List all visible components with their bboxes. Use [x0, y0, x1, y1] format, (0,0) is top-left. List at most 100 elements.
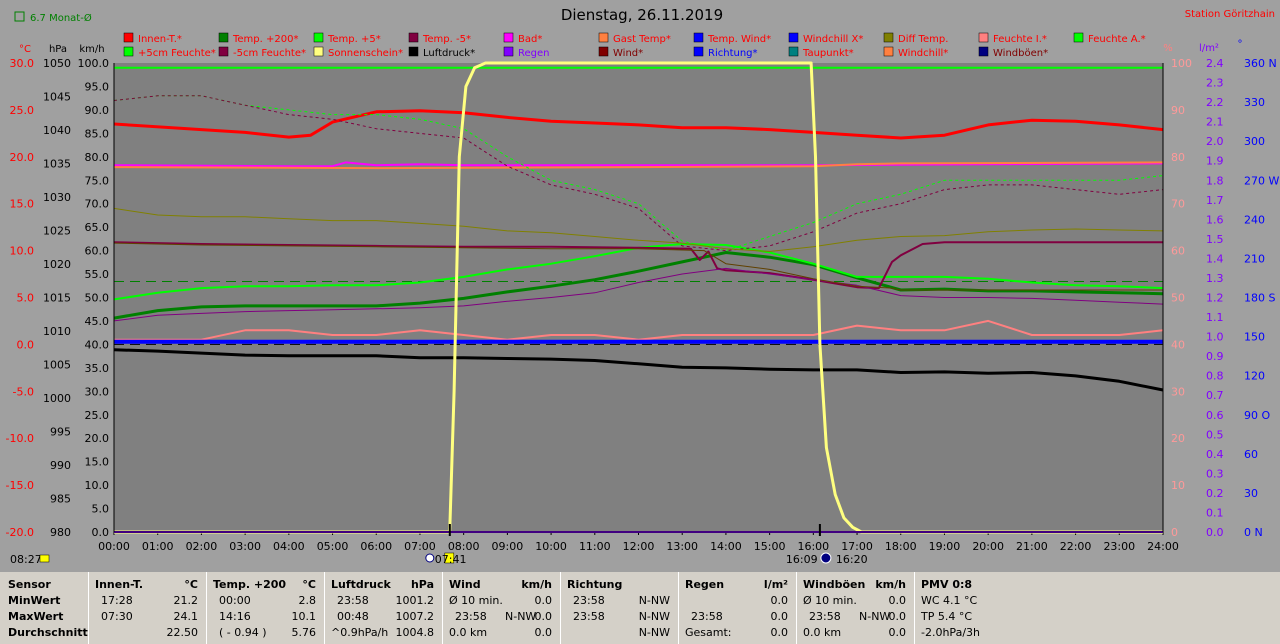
stats-header-temp200: Temp. +200 [213, 578, 287, 591]
series-line [113, 348, 1164, 392]
tick-label-rain: 1.1 [1206, 311, 1224, 324]
legend-item: Taupunkt* [802, 48, 854, 59]
tick-label-rain: 1.4 [1206, 252, 1224, 265]
tick-label-celsius: 20.0 [10, 151, 35, 164]
stats-innen-max-time: 07:30 [101, 610, 133, 623]
stats-windboeen-max-time: 23:58 [809, 610, 841, 623]
stats-header-sensor: Sensor [8, 578, 51, 591]
tick-label-rain: 1.6 [1206, 213, 1224, 226]
tick-label-celsius: -20.0 [6, 526, 34, 539]
stats-pmv-windchill: WC 4.1 °C [921, 594, 978, 607]
tick-label-hpa: 1050 [43, 57, 71, 70]
legend-swatch [503, 32, 514, 43]
stats-temp200-min-time: 00:00 [219, 594, 251, 607]
sunrise-sun-icon [425, 553, 435, 563]
legend-item: Diff Temp. [898, 34, 948, 45]
tick-label-celsius: 25.0 [10, 104, 35, 117]
x-tick-label: 23:00 [1103, 540, 1135, 553]
legend-item: Temp. +5* [327, 34, 381, 45]
x-tick-label: 03:00 [229, 540, 261, 553]
tick-label-rain: 0.5 [1206, 428, 1224, 441]
stats-temp200-avg-value: 5.76 [291, 626, 317, 639]
tick-label-celsius: 15.0 [10, 198, 35, 211]
tick-label-direction: 300 [1244, 135, 1265, 148]
tick-label-celsius: 5.0 [17, 292, 35, 305]
tick-label-hpa: 1010 [43, 325, 71, 338]
x-tick-label: 08:00 [448, 540, 480, 553]
stats-header-regen: Regen [685, 578, 725, 591]
legend-item: Gast Temp* [613, 34, 671, 45]
legend-item: Windchill X* [803, 34, 863, 45]
x-tick-label: 17:00 [841, 540, 873, 553]
tick-label-celsius: 0.0 [17, 338, 35, 351]
stats-col-temp200: Temp. +200 °C 00:00 2.8 14:16 10.1 ( - 0… [206, 572, 324, 644]
tick-label-rain: 0.4 [1206, 448, 1224, 461]
legend-swatch [313, 46, 324, 57]
series-line [113, 95, 1164, 252]
stats-innen-min-value: 21.2 [173, 594, 199, 607]
legend-swatch [883, 46, 894, 57]
x-tick-label: 04:00 [273, 540, 305, 553]
sunrise-label: 07:41 [435, 553, 467, 566]
tick-label-hpa: 990 [50, 459, 71, 472]
tick-label-percent: 80 [1171, 151, 1185, 164]
legend-item: Temp. -5* [422, 34, 471, 45]
stats-richtung-max-time: 23:58 [573, 610, 605, 623]
stats-temp200-max-value: 10.1 [291, 610, 317, 623]
legend-swatch [978, 46, 989, 57]
stats-header-wind: Wind [449, 578, 481, 591]
stats-col-innen: Innen-T. °C 17:28 21.2 07:30 24.1 22.50 [88, 572, 206, 644]
tick-label-direction: 210 [1244, 252, 1265, 265]
series-line [113, 161, 1164, 170]
tick-label-percent: 90 [1171, 104, 1185, 117]
stats-col-richtung: Richtung 23:58 N-NW 23:58 N-NW N-NW [560, 572, 678, 644]
station-label: Station Göritzhain [1185, 9, 1275, 20]
tick-label-kmh: 100.0 [78, 57, 110, 70]
month-avg-marker-icon [14, 11, 25, 22]
stats-luftdruck-min-time: 23:58 [337, 594, 369, 607]
tick-label-kmh: 95.0 [85, 80, 110, 93]
tick-label-kmh: 20.0 [85, 432, 110, 445]
legend-swatch [123, 46, 134, 57]
stats-pmv-taupunkt: TP 5.4 °C [921, 610, 973, 623]
legend-item: Bad* [518, 34, 542, 45]
legend-swatch [788, 46, 799, 57]
x-tick-label: 10:00 [535, 540, 567, 553]
stats-header-innen: Innen-T. [95, 578, 144, 591]
tick-label-celsius: -5.0 [13, 385, 34, 398]
stats-windboeen-max-dir: N-NW [859, 610, 891, 623]
legend-swatch [598, 32, 609, 43]
tick-label-percent: 100 [1171, 57, 1192, 70]
stats-unit-wind: km/h [521, 578, 552, 591]
tick-label-rain: 2.4 [1206, 57, 1224, 70]
legend-item: Windböen* [993, 48, 1048, 59]
legend-item: Temp. +200* [232, 34, 298, 45]
tick-label-rain: 2.1 [1206, 116, 1224, 129]
tick-label-rain: 1.8 [1206, 174, 1224, 187]
stats-wind-max-dir: N-NW [505, 610, 537, 623]
stats-col-wind: Wind km/h Ø 10 min. 0.0 23:58 N-NW 0.0 0… [442, 572, 560, 644]
tick-label-direction: 360 N [1244, 57, 1277, 70]
legend-item: Feuchte I.* [993, 34, 1047, 45]
tick-label-kmh: 80.0 [85, 151, 110, 164]
stats-temp200-trend: ( - 0.94 ) [219, 626, 267, 639]
x-tick-label: 18:00 [885, 540, 917, 553]
tick-label-kmh: 50.0 [85, 292, 110, 305]
tick-label-rain: 0.7 [1206, 389, 1224, 402]
tick-label-direction: 240 [1244, 213, 1265, 226]
stats-unit-temp200: °C [302, 578, 316, 591]
legend-item: Feuchte A.* [1088, 34, 1146, 45]
weather-chart: Dienstag, 26.11.2019 Station Göritzhain 6.… [5, 6, 1280, 566]
stats-row-label-max: MaxWert [8, 610, 64, 623]
tick-label-kmh: 35.0 [85, 362, 110, 375]
stats-richtung-avg-value: N-NW [638, 626, 670, 639]
tick-label-direction: 30 [1244, 487, 1258, 500]
tick-label-rain: 2.0 [1206, 135, 1224, 148]
stats-pmv-trend: -2.0hPa/3h [921, 626, 980, 639]
tick-label-percent: 10 [1171, 479, 1185, 492]
stats-windboeen-avg-value: 0.0 [888, 626, 907, 639]
series-line [113, 241, 1163, 290]
legend-swatch [788, 32, 799, 43]
tick-label-kmh: 55.0 [85, 268, 110, 281]
stats-header-luftdruck: Luftdruck [331, 578, 391, 591]
